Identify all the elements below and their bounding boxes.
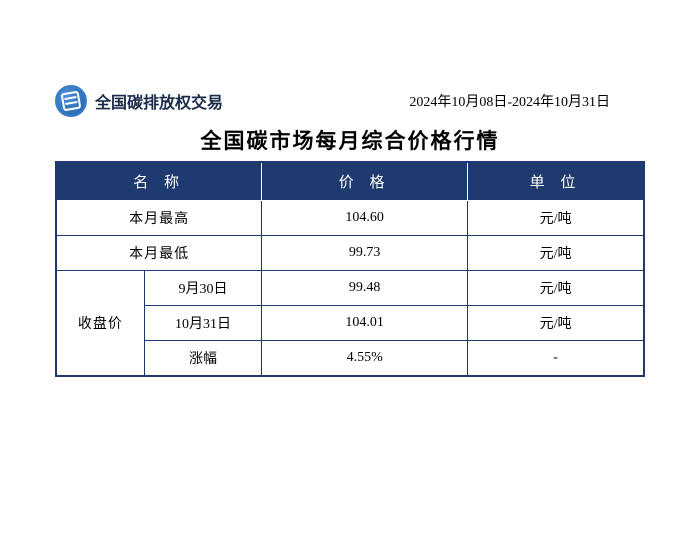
row-label-date2: 10月31日 xyxy=(144,306,262,341)
table-header-row: 名 称 价 格 单 位 xyxy=(56,162,644,201)
cell-price: 4.55% xyxy=(262,341,468,377)
header-price: 价 格 xyxy=(262,162,468,201)
logo-text: 全国碳排放权交易 xyxy=(95,89,223,113)
cell-unit: 元/吨 xyxy=(468,236,644,271)
row-label-closing-group: 收盘价 xyxy=(56,271,144,377)
cell-unit: - xyxy=(468,341,644,377)
logo-section: 全国碳排放权交易 xyxy=(55,85,223,117)
row-label-change: 涨幅 xyxy=(144,341,262,377)
row-label-month-low: 本月最低 xyxy=(56,236,262,271)
cell-price: 99.48 xyxy=(262,271,468,306)
table-row: 本月最低 99.73 元/吨 xyxy=(56,236,644,271)
row-label-month-high: 本月最高 xyxy=(56,201,262,236)
cell-price: 104.01 xyxy=(262,306,468,341)
header-name: 名 称 xyxy=(56,162,262,201)
header-unit: 单 位 xyxy=(468,162,644,201)
cell-unit: 元/吨 xyxy=(468,201,644,236)
main-container: 全国碳排放权交易 2024年10月08日-2024年10月31日 全国碳市场每月… xyxy=(0,0,700,377)
table-row: 10月31日 104.01 元/吨 xyxy=(56,306,644,341)
table-row: 收盘价 9月30日 99.48 元/吨 xyxy=(56,271,644,306)
row-label-date1: 9月30日 xyxy=(144,271,262,306)
page-title: 全国碳市场每月综合价格行情 xyxy=(55,125,645,155)
header-row: 全国碳排放权交易 2024年10月08日-2024年10月31日 xyxy=(55,85,645,117)
table-row: 本月最高 104.60 元/吨 xyxy=(56,201,644,236)
table-row: 涨幅 4.55% - xyxy=(56,341,644,377)
date-range: 2024年10月08日-2024年10月31日 xyxy=(409,91,645,111)
cell-price: 99.73 xyxy=(262,236,468,271)
cell-unit: 元/吨 xyxy=(468,271,644,306)
logo-icon xyxy=(55,85,87,117)
price-table: 名 称 价 格 单 位 本月最高 104.60 元/吨 本月最低 99.73 元… xyxy=(55,161,645,377)
cell-unit: 元/吨 xyxy=(468,306,644,341)
cell-price: 104.60 xyxy=(262,201,468,236)
